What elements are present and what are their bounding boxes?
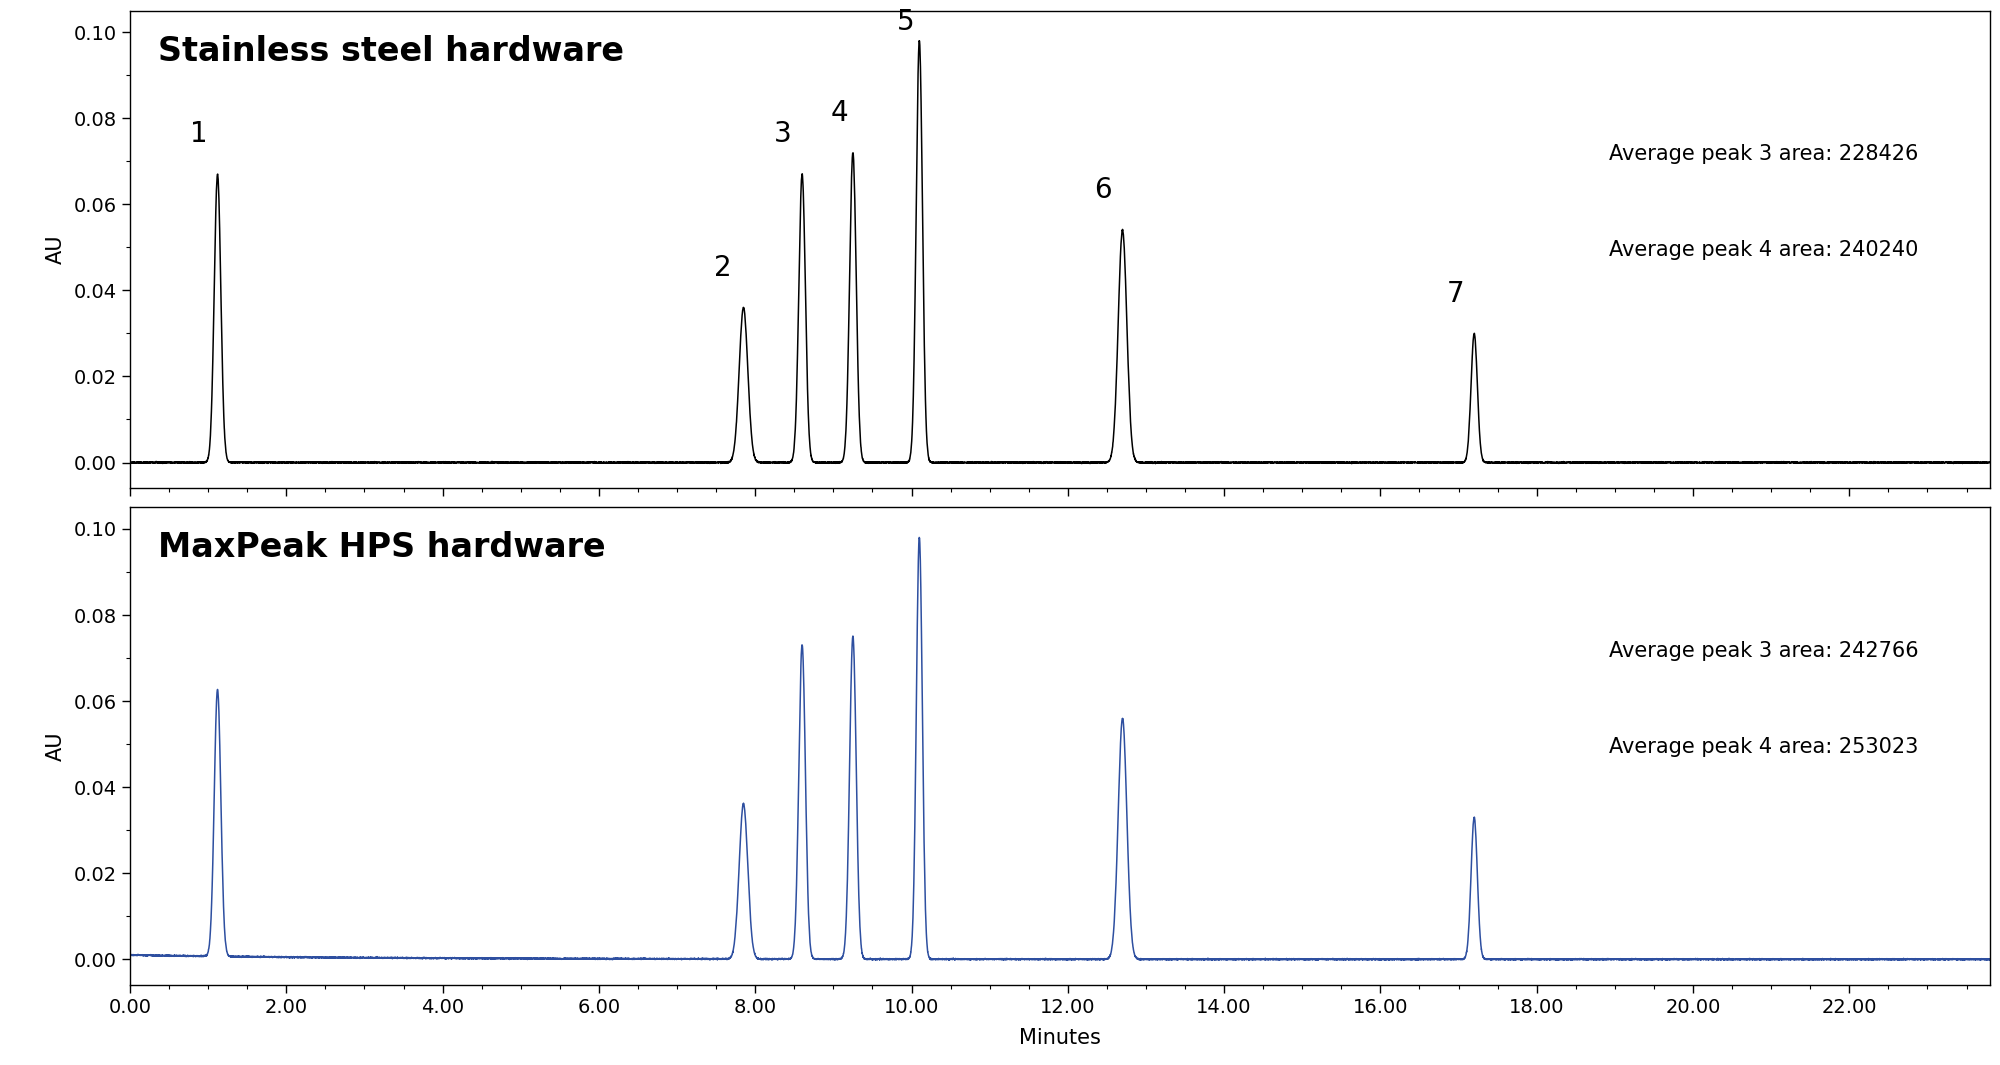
Text: 3: 3 — [774, 120, 792, 148]
Text: Stainless steel hardware: Stainless steel hardware — [158, 34, 624, 67]
X-axis label: Minutes: Minutes — [1020, 1029, 1100, 1048]
Text: MaxPeak HPS hardware: MaxPeak HPS hardware — [158, 531, 606, 564]
Text: Average peak 4 area: 253023: Average peak 4 area: 253023 — [1608, 737, 1918, 757]
Text: 4: 4 — [830, 99, 848, 127]
Text: 2: 2 — [714, 253, 732, 282]
Y-axis label: AU: AU — [46, 234, 66, 264]
Text: Average peak 3 area: 242766: Average peak 3 area: 242766 — [1608, 641, 1918, 661]
Text: Average peak 3 area: 228426: Average peak 3 area: 228426 — [1608, 145, 1918, 164]
Text: 6: 6 — [1094, 177, 1112, 204]
Text: 5: 5 — [898, 9, 914, 36]
Y-axis label: AU: AU — [46, 732, 66, 761]
Text: 1: 1 — [190, 120, 208, 148]
Text: Average peak 4 area: 240240: Average peak 4 area: 240240 — [1608, 240, 1918, 260]
Text: 7: 7 — [1446, 280, 1464, 308]
